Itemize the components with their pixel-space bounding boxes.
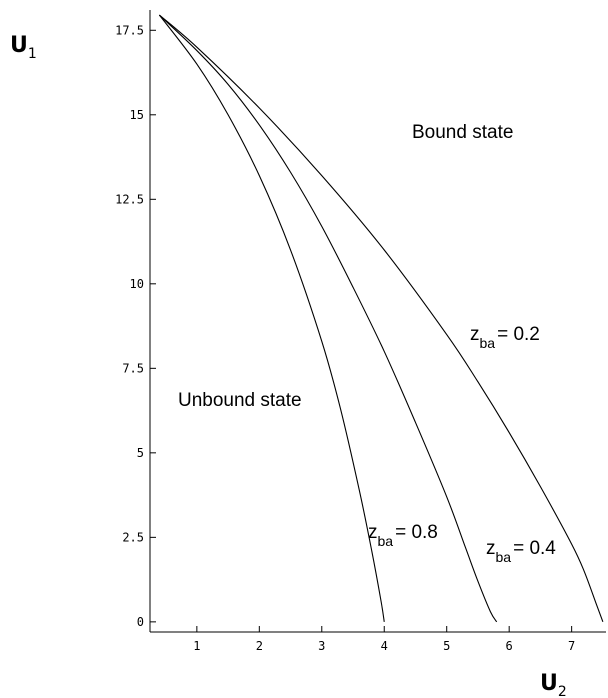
series-line-z04 bbox=[158, 14, 498, 623]
curve-label-z08: zba = 0.8 bbox=[368, 522, 438, 549]
x-tick-label: 3 bbox=[318, 639, 325, 653]
x-tick-label: 2 bbox=[256, 639, 263, 653]
y-tick-label: 7.5 bbox=[122, 361, 144, 375]
y-tick-label: 2.5 bbox=[122, 530, 144, 544]
y-tick-label: 0 bbox=[137, 615, 144, 629]
series-line-z02 bbox=[159, 14, 604, 623]
x-tick-label: 1 bbox=[193, 639, 200, 653]
y-ticks: 0 2.5 5 7.5 10 12.5 15 17.5 bbox=[115, 23, 156, 629]
y-tick-label: 12.5 bbox=[115, 192, 144, 206]
unbound-state-label: Unbound state bbox=[178, 390, 302, 411]
y-tick-label: 15 bbox=[130, 108, 144, 122]
x-tick-label: 6 bbox=[506, 639, 513, 653]
axes-frame bbox=[149, 10, 606, 633]
curve-label-z04: zba = 0.4 bbox=[486, 538, 556, 565]
x-tick-label: 7 bbox=[568, 639, 575, 653]
x-axis-title: U2 bbox=[540, 671, 567, 698]
y-tick-label: 5 bbox=[137, 446, 144, 460]
series-group bbox=[158, 14, 604, 623]
y-tick-label: 17.5 bbox=[115, 23, 144, 37]
bound-state-label: Bound state bbox=[412, 122, 513, 143]
x-tick-label: 5 bbox=[443, 639, 450, 653]
y-tick-label: 10 bbox=[130, 277, 144, 291]
curve-label-z02: zba = 0.2 bbox=[470, 324, 540, 351]
x-ticks: 1 2 3 4 5 6 7 bbox=[193, 626, 575, 653]
y-axis-title: U1 bbox=[10, 33, 37, 62]
series-line-z08 bbox=[158, 14, 385, 622]
x-tick-label: 4 bbox=[381, 639, 388, 653]
